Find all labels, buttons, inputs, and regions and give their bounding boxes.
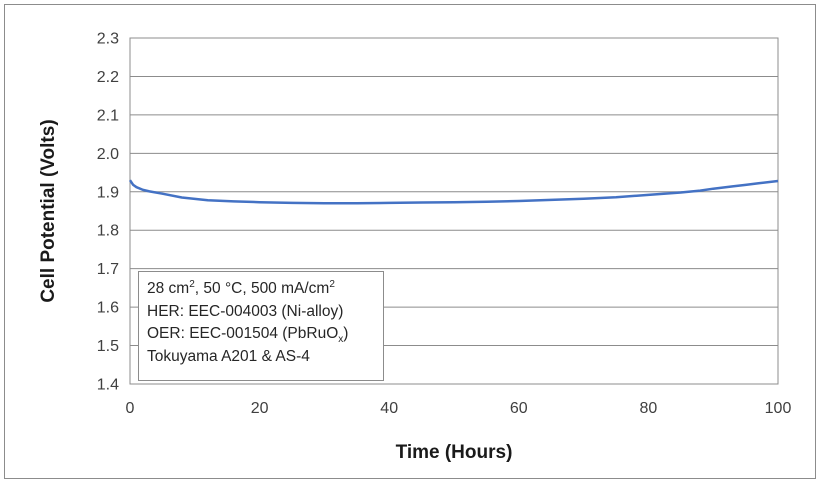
annotation-box: 28 cm2, 50 °C, 500 mA/cm2 HER: EEC-00400…: [138, 271, 384, 381]
annotation-oer-close: ): [343, 325, 349, 342]
series-line: [128, 179, 779, 205]
x-tick-label: 40: [380, 400, 398, 417]
y-tick-label: 2.0: [97, 146, 119, 163]
annotation-line-membrane: Tokuyama A201 & AS-4: [147, 347, 310, 365]
annotation-temp-current-text: , 50 °C, 500 mA/cm: [194, 280, 330, 297]
y-tick-label: 2.3: [97, 31, 119, 48]
plot-area: [129, 37, 779, 385]
annotation-area-text: 28 cm: [147, 280, 190, 297]
annotation-oer-text: OER: EEC-001504 (PbRuO: [147, 325, 339, 342]
x-tick-label: 60: [510, 400, 528, 417]
annotation-line-oer: OER: EEC-001504 (PbRuOx): [147, 323, 383, 346]
annotation-superscript: 2: [329, 278, 335, 290]
x-tick-label: 100: [765, 400, 792, 417]
y-tick-label: 1.4: [97, 377, 119, 394]
y-tick-label: 2.2: [97, 69, 119, 86]
x-tick-label: 80: [640, 400, 658, 417]
series-group: [128, 179, 779, 205]
x-tick-label: 20: [251, 400, 269, 417]
chart-frame: [4, 4, 816, 479]
y-tick-label: 1.5: [97, 338, 119, 355]
y-tick-label: 1.9: [97, 184, 119, 201]
y-tick-label: 1.6: [97, 300, 119, 317]
annotation-line-conditions: 28 cm2, 50 °C, 500 mA/cm2: [147, 278, 383, 301]
x-tick-labels: 0 20 40 60 80 100: [126, 400, 792, 417]
annotation-line-her: HER: EEC-004003 (Ni-alloy): [147, 302, 344, 320]
y-tick-labels: 1.4 1.5 1.6 1.7 1.8 1.9 2.0 2.1 2.2 2.3: [97, 31, 119, 394]
y-axis-title: Cell Potential (Volts): [38, 119, 59, 302]
y-tick-label: 2.1: [97, 107, 119, 124]
y-tick-label: 1.7: [97, 261, 119, 278]
y-tick-label: 1.8: [97, 223, 119, 240]
x-tick-label: 0: [126, 400, 135, 417]
x-axis-title: Time (Hours): [396, 442, 513, 463]
annotation-subscript: x: [338, 334, 344, 346]
annotation-superscript: 2: [189, 278, 195, 290]
